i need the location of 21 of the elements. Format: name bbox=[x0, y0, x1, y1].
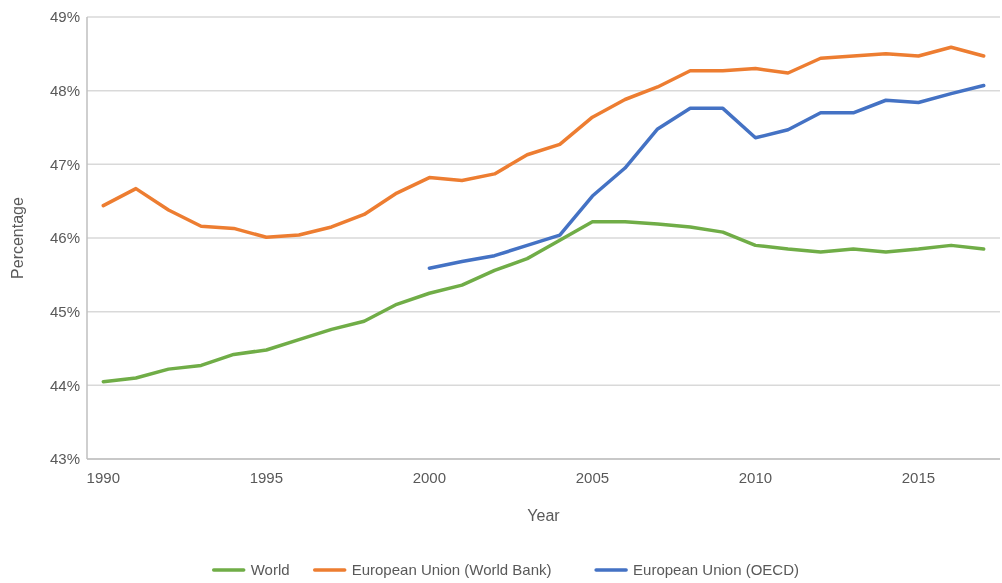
y-tick-label: 47% bbox=[49, 155, 80, 173]
y-tick-label: 48% bbox=[49, 81, 80, 99]
y-tick-label: 45% bbox=[49, 302, 80, 320]
x-tick-label: 1990 bbox=[86, 469, 120, 486]
legend-label: World bbox=[250, 561, 290, 579]
line-series bbox=[101, 45, 986, 240]
legend-label: European Union (OECD) bbox=[633, 561, 800, 579]
y-tick-label: 49% bbox=[49, 8, 80, 26]
x-axis-title: Year bbox=[527, 507, 561, 524]
line-series bbox=[427, 83, 986, 270]
x-tick-label: 2010 bbox=[738, 469, 773, 486]
y-tick-label: 46% bbox=[49, 229, 80, 247]
line-series bbox=[101, 220, 986, 384]
y-tick-label: 43% bbox=[49, 450, 80, 468]
x-tick-label: 1995 bbox=[249, 469, 284, 486]
x-tick-label: 2005 bbox=[575, 469, 610, 486]
y-tick-label: 44% bbox=[49, 376, 80, 394]
legend-label: European Union (World Bank) bbox=[351, 561, 552, 579]
y-axis-title: Percentage bbox=[9, 196, 26, 279]
x-tick-label: 2015 bbox=[901, 469, 936, 486]
x-tick-label: 2000 bbox=[412, 469, 447, 486]
